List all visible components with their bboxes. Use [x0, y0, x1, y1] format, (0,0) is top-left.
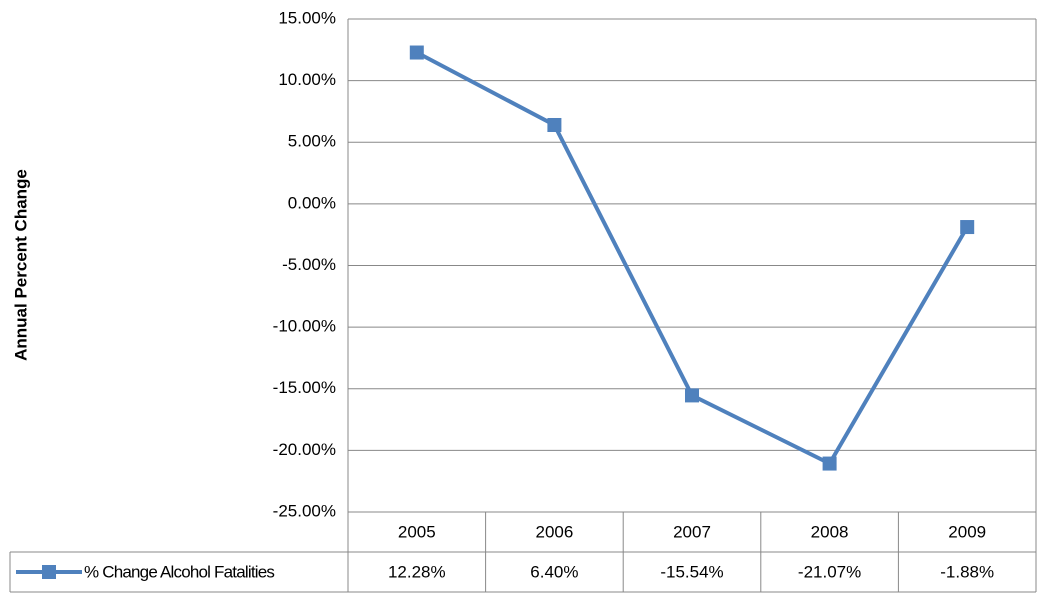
y-tick-label: -20.00% — [273, 440, 336, 459]
y-tick-label: -10.00% — [273, 317, 336, 336]
x-tick-label: 2008 — [811, 522, 849, 541]
data-table-value: 12.28% — [388, 562, 446, 581]
marker — [409, 45, 424, 60]
data-table-value: -15.54% — [660, 562, 723, 581]
marker — [685, 388, 699, 403]
x-tick-label: 2006 — [535, 522, 573, 541]
data-table-value: -1.88% — [940, 562, 994, 581]
x-tick-label: 2005 — [398, 522, 436, 541]
x-tick-label: 2007 — [673, 522, 711, 541]
data-table-value: 6.40% — [530, 562, 578, 581]
y-tick-label: 5.00% — [288, 132, 336, 151]
y-tick-label: 10.00% — [278, 70, 336, 89]
marker — [547, 117, 562, 132]
data-table-value: -21.07% — [798, 562, 861, 581]
legend-marker — [42, 565, 56, 579]
x-tick-label: 2009 — [948, 522, 986, 541]
y-axis-label: Annual Percent Change — [11, 169, 30, 361]
marker — [960, 220, 975, 235]
y-tick-label: 0.00% — [288, 193, 336, 212]
marker — [822, 456, 837, 471]
y-tick-label: -5.00% — [282, 255, 336, 274]
legend-label: % Change Alcohol Fatalities — [84, 562, 274, 581]
y-tick-label: -15.00% — [273, 378, 336, 397]
y-tick-label: -25.00% — [273, 501, 336, 520]
y-tick-label: 15.00% — [278, 8, 336, 27]
